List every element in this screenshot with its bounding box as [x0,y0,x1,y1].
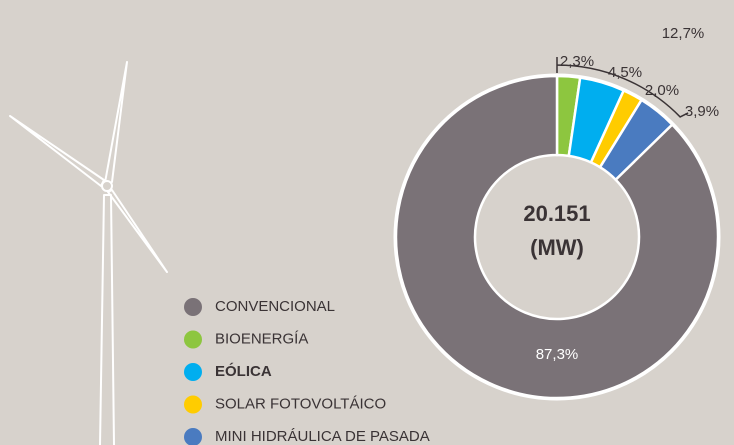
legend-label: SOLAR FOTOVOLTÁICO [215,395,386,412]
legend-marker [184,396,202,414]
legend-label: MINI HIDRÁULICA DE PASADA [215,428,430,445]
legend-label: CONVENCIONAL [215,298,335,315]
value-label: 3,9% [685,103,719,120]
legend-label: BIOENERGÍA [215,330,308,347]
center-label: 20.151 [523,201,590,226]
legend-marker [184,363,202,381]
value-label: 87,3% [536,346,579,363]
center-label: (MW) [530,235,584,260]
legend-label: EÓLICA [215,362,272,380]
legend-marker [184,331,202,349]
legend-marker [184,298,202,316]
wind-turbine [10,62,167,445]
bracket-label: 12,7% [662,25,705,42]
legend-marker [184,428,202,445]
chart: 2,3%4,5%2,0%3,9%87,3%20.151(MW)12,7%CONV… [0,0,734,445]
value-label: 2,0% [645,82,679,99]
